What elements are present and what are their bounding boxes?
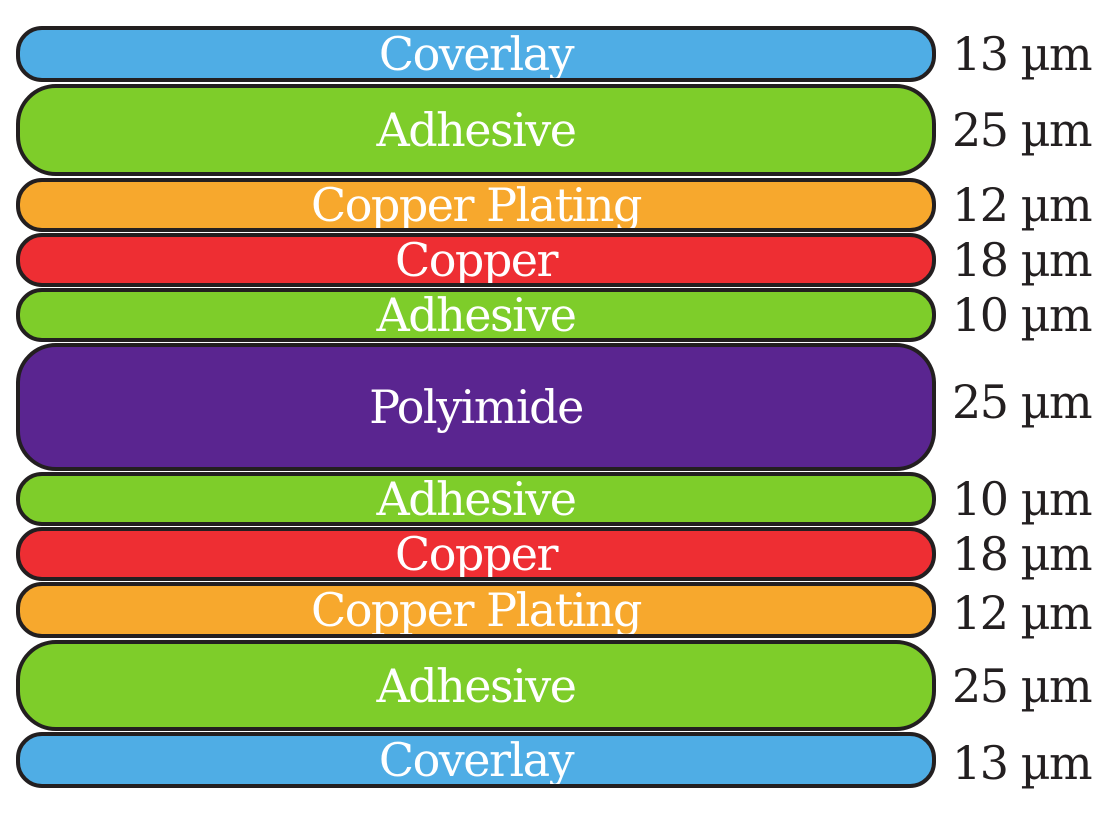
layer-copper-bottom: Copper [16, 527, 936, 581]
layer-label: Adhesive [376, 103, 577, 157]
thickness-label: 25 µm [952, 658, 1093, 713]
layer-adhesive-top: Adhesive [16, 84, 936, 176]
thickness-label: 18 µm [952, 233, 1093, 287]
layer-label: Copper Plating [311, 583, 642, 637]
thickness-label: 12 µm [952, 178, 1093, 232]
layer-label: Coverlay [378, 733, 575, 787]
layer-label: Adhesive [376, 658, 577, 713]
layer-label: Copper Plating [311, 178, 642, 232]
layer-label: Copper [395, 527, 559, 581]
thickness-label: 25 µm [952, 375, 1093, 429]
layer-label: Adhesive [376, 288, 577, 342]
layer-copper-plating-bottom: Copper Plating [16, 582, 936, 638]
thickness-label: 25 µm [952, 103, 1093, 157]
thickness-label: 13 µm [952, 27, 1093, 81]
layer-copper-plating-top: Copper Plating [16, 178, 936, 232]
layer-adhesive-inner-top: Adhesive [16, 288, 936, 342]
layer-coverlay-top: Coverlay [16, 26, 936, 82]
layer-adhesive-bottom: Adhesive [16, 640, 936, 731]
thickness-label: 13 µm [952, 736, 1093, 790]
layer-polyimide: Polyimide [16, 343, 936, 471]
layer-label: Copper [395, 233, 559, 287]
layer-coverlay-bottom: Coverlay [16, 732, 936, 788]
layer-label: Polyimide [369, 380, 584, 434]
thickness-label: 12 µm [952, 586, 1093, 640]
layer-label: Coverlay [378, 27, 575, 81]
thickness-label: 10 µm [952, 472, 1093, 526]
layer-adhesive-inner-bottom: Adhesive [16, 472, 936, 526]
layer-label: Adhesive [376, 472, 577, 526]
layer-copper-top: Copper [16, 233, 936, 287]
thickness-label: 10 µm [952, 288, 1093, 342]
thickness-label: 18 µm [952, 527, 1093, 581]
